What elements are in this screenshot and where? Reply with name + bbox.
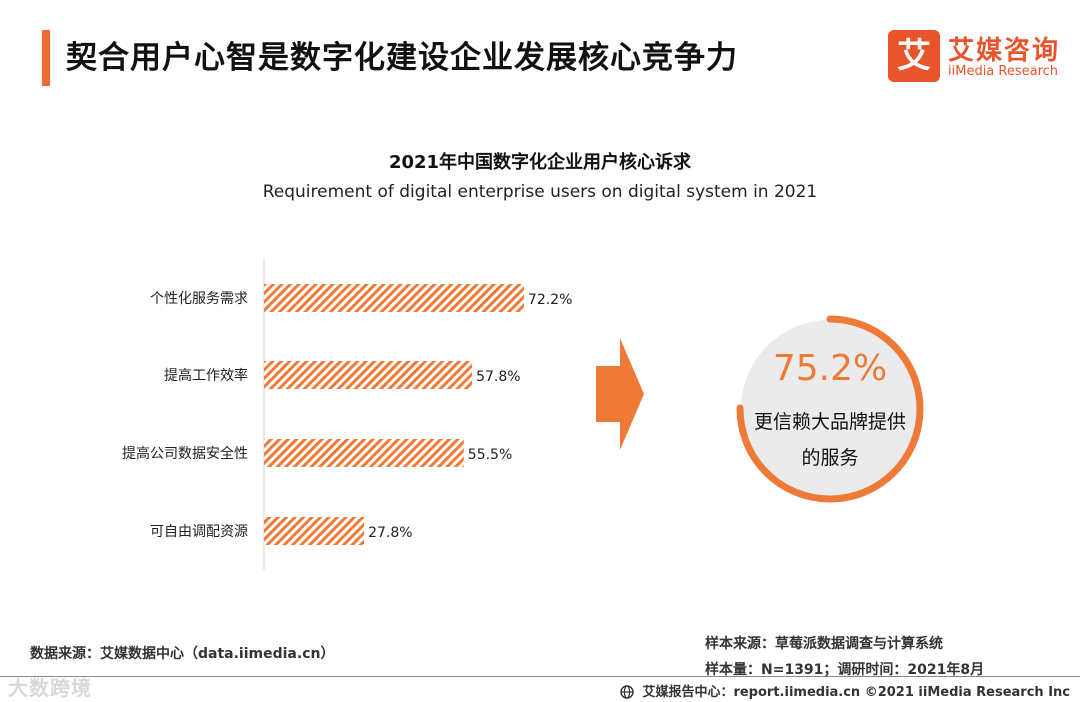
ring-progress-arc: [736, 315, 924, 503]
iimedia-logo: 艾 艾媒咨询 iiMedia Research: [888, 30, 1063, 86]
arrow-right-icon: [596, 338, 644, 450]
watermark: 大数跨境: [8, 676, 92, 700]
data-label: 55.5%: [468, 447, 512, 463]
logo-chinese-name: 艾媒咨询: [948, 36, 1061, 66]
callout-text: 更信赖大品牌提供的服务: [753, 411, 906, 469]
footer: 艾媒报告中心：report.iimedia.cn ©2021 iiMedia R…: [620, 681, 1070, 700]
footer-text: 艾媒报告中心：report.iimedia.cn ©2021 iiMedia R…: [642, 685, 1070, 700]
category-label: 个性化服务需求: [150, 291, 248, 307]
sample-source: 样本来源：草莓派数据调查与计算系统: [705, 636, 943, 652]
category-label: 提高公司数据安全性: [122, 445, 248, 462]
globe-icon: [620, 685, 634, 699]
logo-mark-icon: 艾: [888, 30, 940, 82]
bar: [264, 284, 524, 312]
data-source: 数据来源：艾媒数据中心（data.iimedia.cn）: [30, 646, 335, 662]
data-label: 27.8%: [368, 525, 412, 541]
logo-english-name: iiMedia Research: [948, 64, 1059, 79]
chart-subtitle: Requirement of digital enterprise users …: [262, 182, 818, 202]
data-label: 72.2%: [528, 292, 572, 308]
sample-info: 样本来源：草莓派数据调查与计算系统 样本量：N=1391；调研时间：2021年8…: [705, 631, 984, 683]
bar: [264, 517, 365, 545]
ring-background: [741, 320, 919, 498]
title-accent-bar: [42, 30, 50, 86]
bar-chart: 个性化服务需求 72.2% 提高工作效率 57.8% 提高公司数据安全性 55.5% 可自由…: [122, 258, 572, 570]
progress-ring: [736, 315, 924, 503]
category-label: 可自由调配资源: [150, 524, 248, 540]
trust-callout: 75.2% 更信赖大品牌提供的服务: [727, 312, 933, 506]
callout-value: 75.2%: [772, 348, 888, 389]
chart-title: 2021年中国数字化企业用户核心诉求: [388, 152, 692, 173]
page-title: 契合用户心智是数字化建设企业发展核心竞争力: [66, 40, 738, 76]
sample-size: 样本量：N=1391；调研时间：2021年8月: [705, 662, 985, 678]
bar: [264, 439, 464, 467]
data-label: 57.8%: [476, 369, 520, 385]
footer-divider: [0, 676, 1080, 677]
category-label: 提高工作效率: [164, 367, 248, 384]
bar: [264, 361, 473, 389]
